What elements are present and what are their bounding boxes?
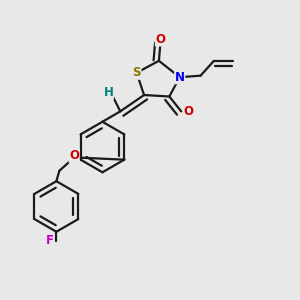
- Text: O: O: [184, 105, 194, 118]
- Text: O: O: [69, 149, 79, 162]
- Text: F: F: [46, 234, 54, 247]
- Text: S: S: [132, 66, 141, 79]
- Text: H: H: [103, 86, 113, 99]
- Text: O: O: [155, 33, 165, 46]
- Text: N: N: [175, 71, 185, 84]
